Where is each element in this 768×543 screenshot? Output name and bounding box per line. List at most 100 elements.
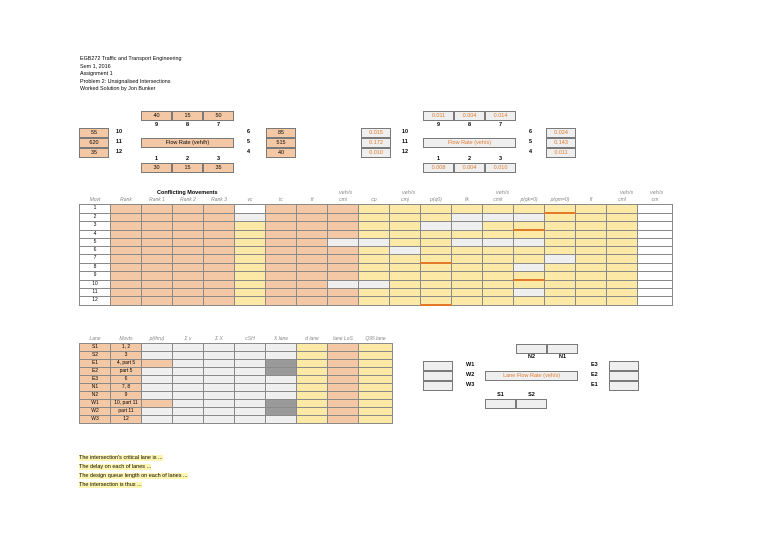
flow-cell-3[interactable]: 0.010 — [485, 163, 516, 173]
table-cell[interactable] — [358, 407, 393, 416]
table-cell[interactable] — [265, 271, 297, 281]
table-cell[interactable] — [234, 383, 266, 392]
table-cell[interactable] — [172, 296, 204, 306]
table-cell[interactable] — [544, 204, 576, 214]
table-cell[interactable] — [296, 254, 328, 264]
table-cell[interactable] — [420, 238, 452, 247]
table-cell[interactable] — [203, 238, 235, 247]
table-cell[interactable] — [234, 399, 266, 408]
table-cell[interactable] — [420, 262, 452, 272]
table-cell[interactable] — [327, 407, 359, 416]
table-cell[interactable] — [203, 212, 235, 222]
table-cell[interactable] — [110, 238, 142, 247]
table-cell[interactable] — [265, 254, 297, 264]
table-cell[interactable] — [234, 238, 266, 247]
table-cell[interactable] — [575, 221, 607, 231]
flow-cell-2[interactable]: 15 — [172, 163, 203, 173]
table-cell[interactable] — [575, 204, 607, 214]
table-cell[interactable] — [172, 367, 204, 376]
table-cell[interactable] — [575, 288, 607, 297]
table-cell[interactable] — [172, 288, 204, 297]
table-cell[interactable] — [513, 221, 545, 231]
statement[interactable]: The intersection is thus ... — [79, 482, 142, 488]
table-cell[interactable] — [389, 262, 421, 272]
table-cell[interactable] — [141, 288, 173, 297]
table-cell[interactable] — [389, 221, 421, 231]
table-cell[interactable] — [110, 212, 142, 222]
table-cell[interactable] — [513, 246, 545, 255]
table-cell[interactable] — [637, 229, 673, 239]
table-cell[interactable] — [637, 238, 673, 247]
table-cell[interactable] — [389, 296, 421, 306]
flow-cell-1[interactable]: 0.008 — [423, 163, 454, 173]
table-cell[interactable] — [637, 221, 673, 231]
table-cell[interactable] — [513, 271, 545, 281]
table-cell[interactable] — [544, 212, 576, 222]
lane-cell-n2[interactable] — [516, 344, 547, 354]
table-cell[interactable] — [606, 221, 638, 231]
table-cell[interactable] — [544, 254, 576, 264]
lane-cell-s1[interactable] — [485, 399, 516, 409]
table-cell[interactable] — [327, 262, 359, 272]
table-cell[interactable] — [172, 229, 204, 239]
table-cell[interactable] — [482, 229, 514, 239]
table-cell[interactable] — [265, 288, 297, 297]
table-cell[interactable] — [451, 212, 483, 222]
flow-cell-12[interactable]: 35 — [79, 148, 109, 158]
table-cell[interactable] — [451, 254, 483, 264]
table-cell[interactable] — [389, 212, 421, 222]
statement[interactable]: The delay on each of lanes ... — [79, 464, 152, 470]
table-cell[interactable] — [141, 407, 173, 416]
table-cell[interactable] — [172, 212, 204, 222]
table-cell[interactable] — [606, 204, 638, 214]
table-cell[interactable] — [296, 221, 328, 231]
table-cell[interactable] — [296, 288, 328, 297]
table-cell[interactable] — [234, 254, 266, 264]
table-cell[interactable] — [141, 359, 173, 368]
table-cell[interactable] — [327, 351, 359, 360]
table-cell[interactable] — [420, 296, 452, 306]
table-cell[interactable] — [296, 296, 328, 306]
table-cell[interactable] — [172, 343, 204, 352]
table-cell[interactable] — [327, 399, 359, 408]
table-cell[interactable] — [575, 246, 607, 255]
table-cell[interactable] — [482, 288, 514, 297]
table-cell[interactable] — [141, 229, 173, 239]
table-cell[interactable] — [203, 296, 235, 306]
table-cell[interactable] — [234, 351, 266, 360]
table-cell[interactable] — [110, 279, 142, 289]
table-cell[interactable] — [575, 262, 607, 272]
table-cell[interactable] — [389, 204, 421, 214]
flow-cell-12[interactable]: 0.010 — [361, 148, 391, 158]
table-cell[interactable] — [606, 254, 638, 264]
table-cell[interactable] — [575, 271, 607, 281]
table-cell[interactable] — [544, 262, 576, 272]
table-cell[interactable] — [203, 204, 235, 214]
table-cell[interactable] — [265, 351, 297, 360]
table-cell[interactable] — [203, 351, 235, 360]
table-cell[interactable] — [482, 279, 514, 289]
lane-cell-w3[interactable] — [423, 381, 453, 391]
statement[interactable]: The design queue length on each of lanes… — [79, 473, 188, 479]
table-cell[interactable] — [420, 246, 452, 255]
table-cell[interactable] — [544, 229, 576, 239]
table-cell[interactable] — [544, 238, 576, 247]
table-cell[interactable] — [234, 359, 266, 368]
table-cell[interactable] — [575, 238, 607, 247]
table-cell[interactable] — [358, 296, 390, 306]
table-cell[interactable] — [327, 221, 359, 231]
table-cell[interactable] — [141, 383, 173, 392]
table-cell[interactable] — [234, 391, 266, 400]
table-cell[interactable] — [234, 271, 266, 281]
table-cell[interactable] — [482, 212, 514, 222]
table-cell[interactable] — [172, 399, 204, 408]
table-cell[interactable] — [358, 351, 393, 360]
flow-cell-2[interactable]: 0.004 — [454, 163, 485, 173]
table-cell[interactable] — [203, 279, 235, 289]
table-cell[interactable] — [327, 391, 359, 400]
table-cell[interactable] — [451, 204, 483, 214]
table-cell[interactable] — [327, 359, 359, 368]
flow-cell-6[interactable]: 0.024 — [546, 128, 576, 138]
table-cell[interactable] — [265, 204, 297, 214]
table-cell[interactable] — [606, 262, 638, 272]
